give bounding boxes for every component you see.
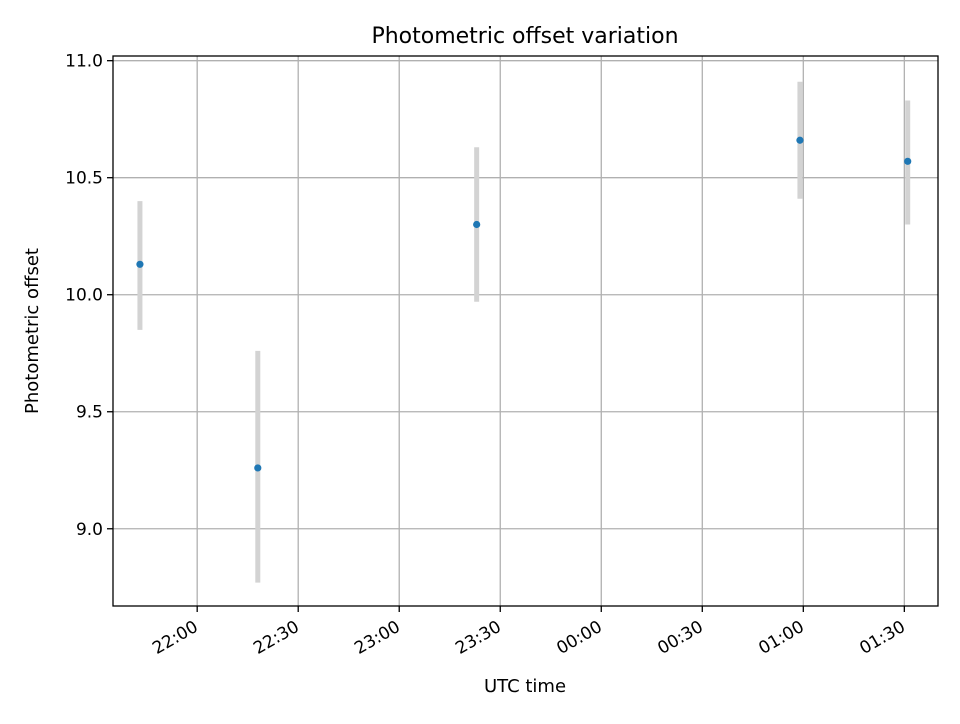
point-layer: [136, 136, 912, 472]
y-tick-label: 10.0: [65, 286, 103, 306]
axes-frame: [112, 55, 939, 607]
data-point: [796, 136, 804, 144]
y-tick-label: 10.5: [65, 169, 103, 189]
data-point: [904, 157, 912, 165]
x-axis-label: UTC time: [484, 676, 566, 697]
data-point: [473, 220, 481, 229]
chart-title: Photometric offset variation: [371, 24, 678, 49]
data-point: [254, 464, 262, 472]
y-tick-label: 9.5: [76, 403, 103, 423]
y-axis-label: Photometric offset: [22, 248, 43, 414]
grid-layer: [113, 56, 938, 606]
data-point: [136, 260, 144, 268]
y-tick-label: 9.0: [76, 520, 103, 540]
y-tick-label: 11.0: [65, 52, 103, 72]
